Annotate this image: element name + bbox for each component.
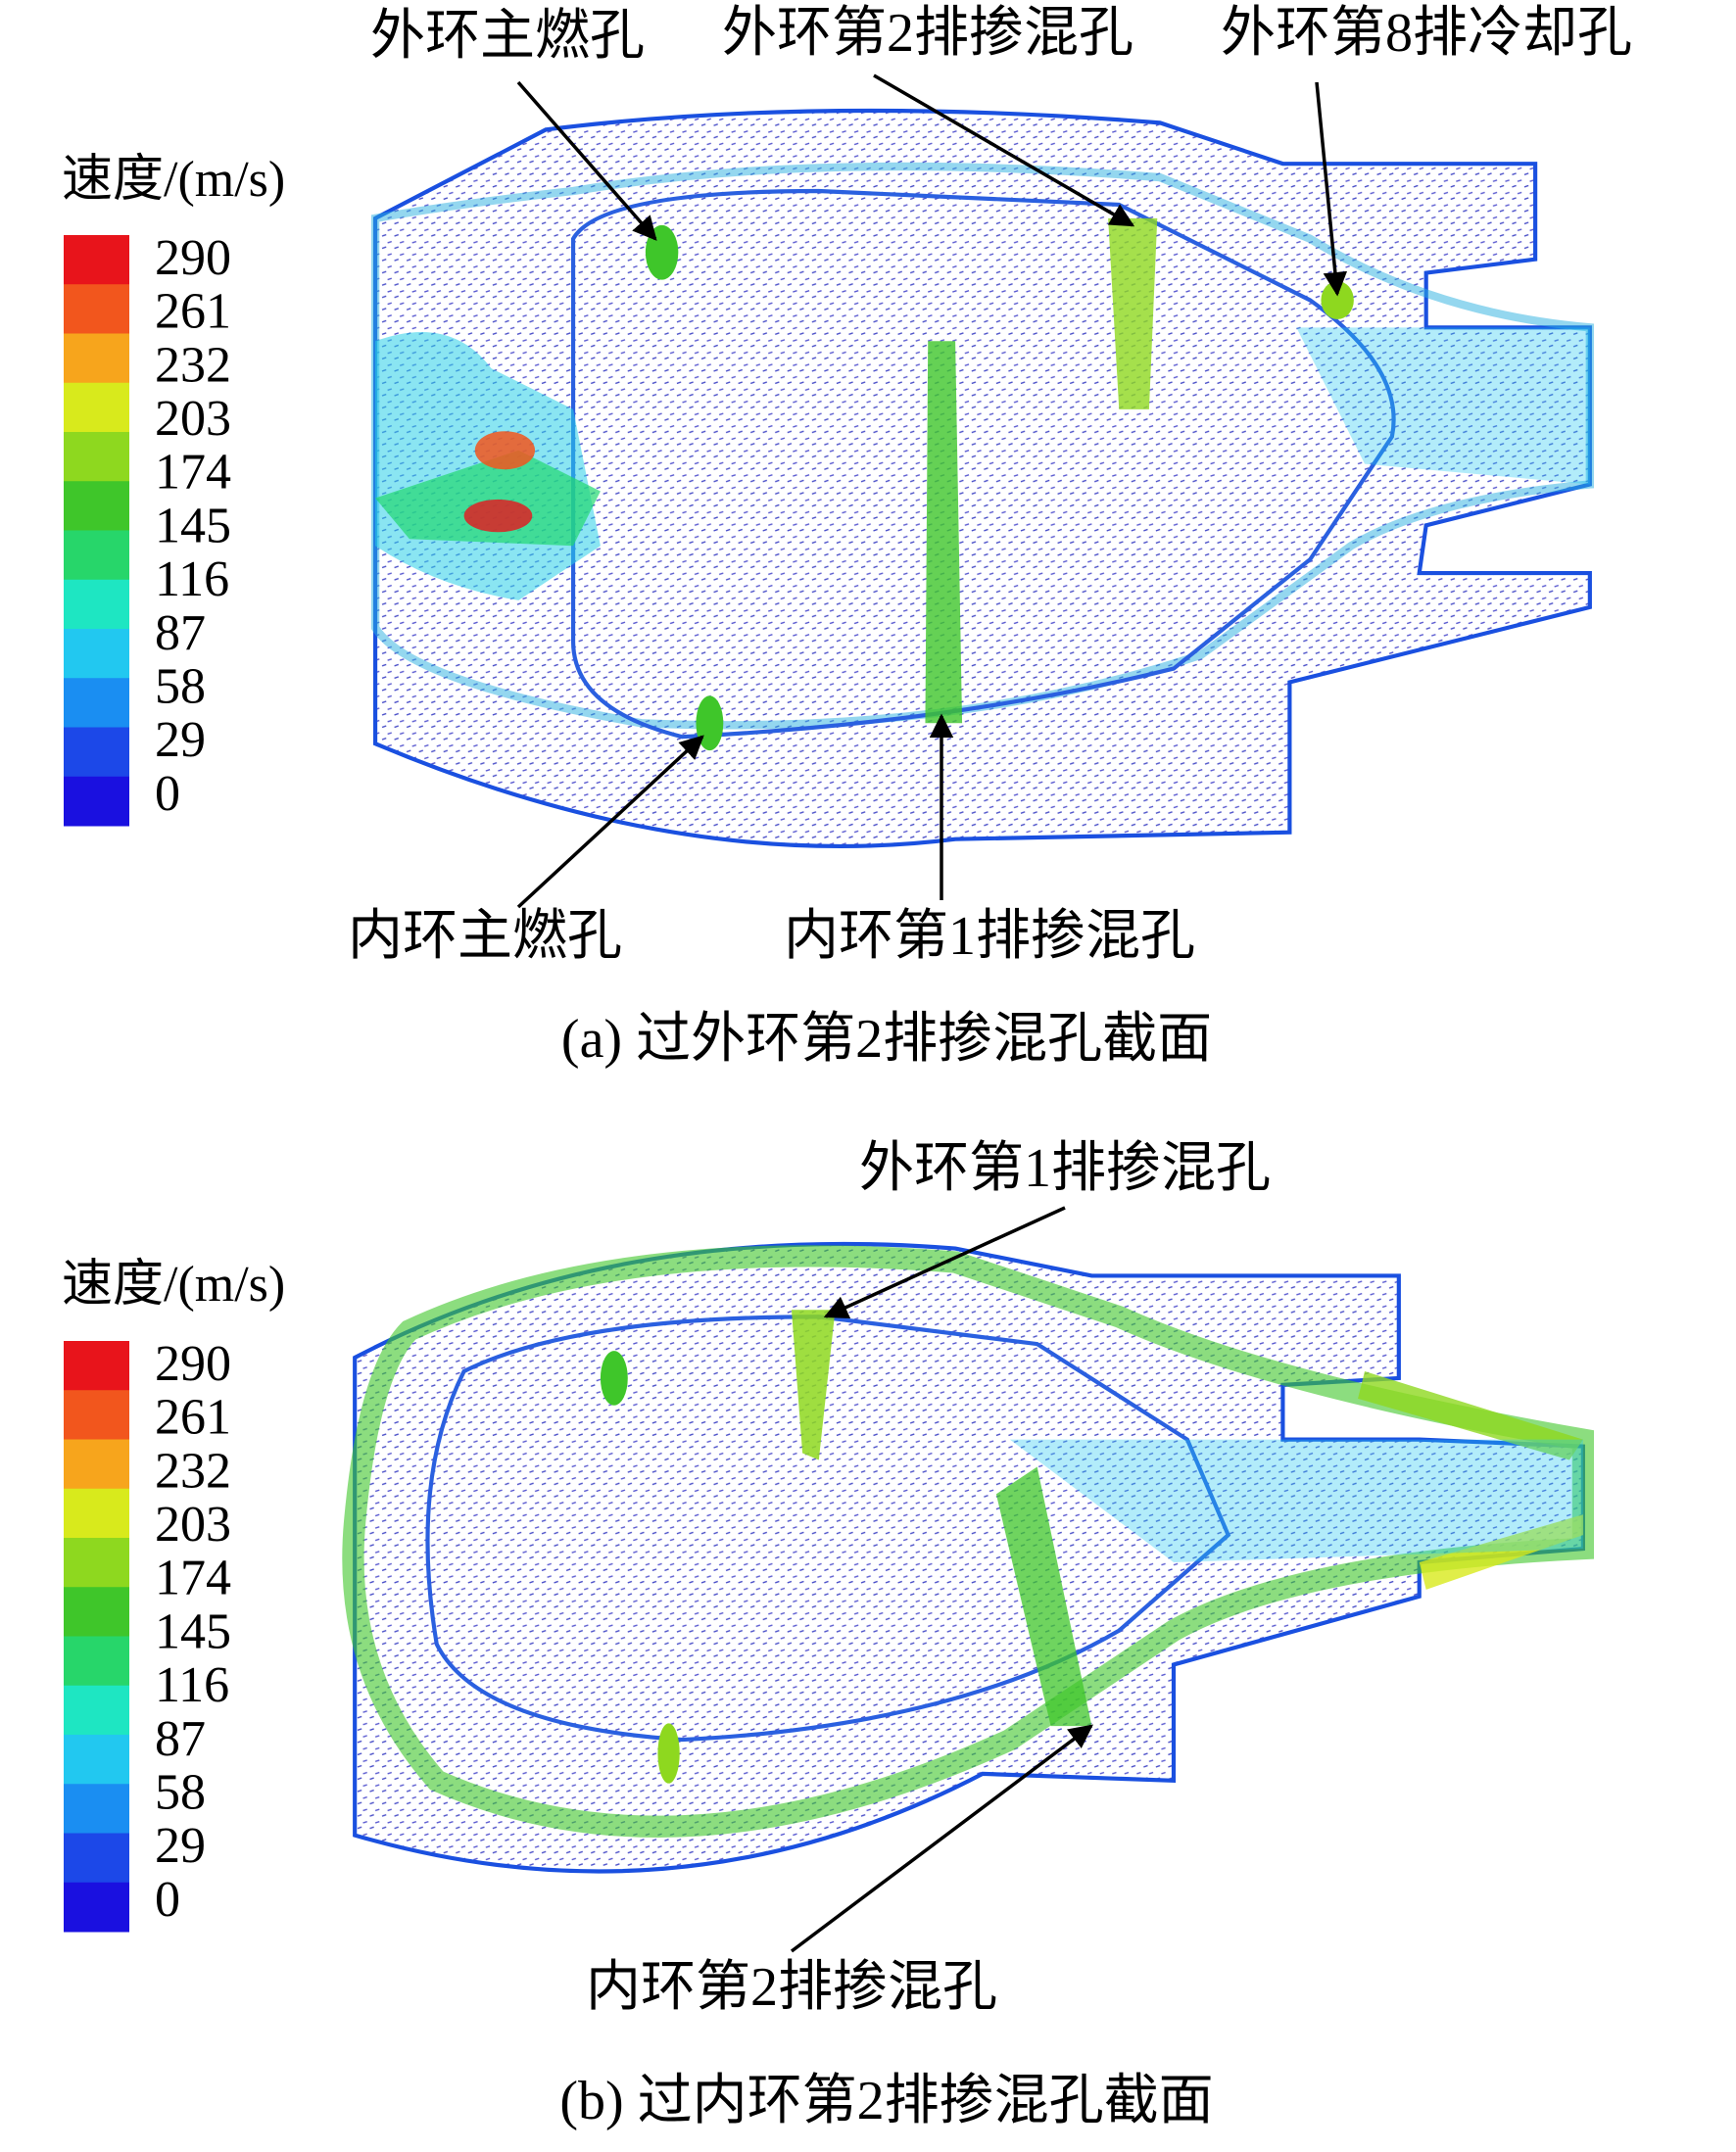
colorbar-band (64, 235, 129, 285)
legend-tick-label: 290 (155, 230, 231, 286)
caption: (b) 过内环第2排掺混孔截面 (559, 2071, 1213, 2131)
legend-tick-label: 87 (155, 1711, 206, 1767)
colorbar-band (64, 1882, 129, 1933)
annotation: 外环第8排冷却孔 (1221, 3, 1632, 64)
flow-field-b (342, 1241, 1595, 1874)
colorbar-band (64, 1439, 129, 1490)
annotation: 外环第1排掺混孔 (859, 1138, 1271, 1199)
colorbar-band (64, 1685, 129, 1736)
colorbar-band (64, 284, 129, 334)
legend-tick-label: 232 (155, 1443, 231, 1499)
legend-tick-label: 58 (155, 1765, 206, 1821)
annotation: 外环第2排掺混孔 (722, 3, 1133, 64)
colorbar-band (64, 530, 129, 581)
legend-tick-label: 203 (155, 1497, 231, 1553)
legend-tick-label: 145 (155, 1603, 231, 1659)
arrow (1315, 81, 1348, 297)
legend-tick-label: 116 (155, 551, 229, 607)
legend-tick-label: 145 (155, 498, 231, 553)
arrow (516, 735, 704, 909)
colorbar-band (64, 1636, 129, 1687)
legend-tick-label: 203 (155, 391, 231, 447)
colorbar-band (64, 382, 129, 433)
colorbar-band (64, 1538, 129, 1588)
legend-tick-label: 0 (155, 766, 180, 822)
colorbar-band (64, 678, 129, 728)
legend-tick-label: 174 (155, 1551, 231, 1606)
colorbar-band (64, 481, 129, 531)
colorbar-band (64, 1390, 129, 1440)
legend-tick-label: 29 (155, 712, 206, 768)
legend-tick-label: 290 (155, 1336, 231, 1392)
legend-tick-label: 87 (155, 605, 206, 661)
annotation: 外环主燃孔 (370, 6, 645, 67)
legend-tick-label: 261 (155, 1390, 231, 1446)
arrows (516, 73, 1348, 1953)
legend-tick-label: 29 (155, 1818, 206, 1874)
legend-tick-label: 0 (155, 1872, 180, 1928)
flow-field-a (370, 108, 1595, 849)
legend-tick-label: 232 (155, 337, 231, 393)
legend-tick-label: 116 (155, 1657, 229, 1713)
legend-tick-label: 58 (155, 659, 206, 715)
colorbar-band (64, 1488, 129, 1539)
legend-tick-label: 174 (155, 445, 231, 501)
colorbar-band (64, 333, 129, 384)
colorbar-band (64, 1587, 129, 1637)
annotation: 内环主燃孔 (348, 906, 622, 967)
colorbar-band (64, 579, 129, 630)
legend-title: 速度/(m/s) (62, 1257, 285, 1313)
colorbar-band (64, 629, 129, 679)
colorbar-band (64, 1784, 129, 1834)
legend-title: 速度/(m/s) (62, 152, 285, 208)
colorbar-band (64, 1833, 129, 1884)
arrow (516, 80, 657, 241)
arrow (790, 1724, 1093, 1953)
annotation: 内环第2排掺混孔 (586, 1957, 997, 2018)
colorbar-band (64, 1341, 129, 1391)
arrow (873, 73, 1135, 227)
legend-tick-label: 261 (155, 284, 231, 340)
arrow (823, 1206, 1066, 1319)
colorbar-band (64, 1735, 129, 1785)
caption: (a) 过外环第2排掺混孔截面 (561, 1009, 1212, 1070)
colorbar-band (64, 432, 129, 482)
colorbar-band (64, 776, 129, 827)
colorbar-band (64, 727, 129, 778)
annotation: 内环第1排掺混孔 (784, 906, 1195, 967)
